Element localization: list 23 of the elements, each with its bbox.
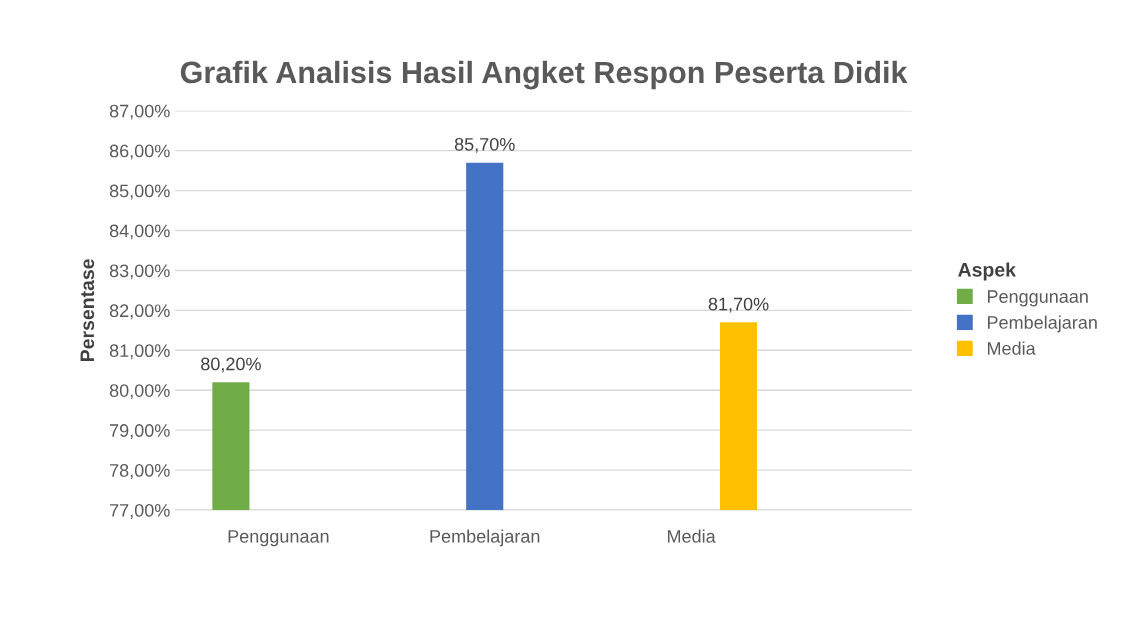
- y-tick-label: 79,00%: [110, 424, 170, 440]
- y-tick-label: 86,00%: [109, 144, 170, 160]
- y-tick-label: 83,00%: [109, 264, 170, 280]
- y-tick-label: 84,00%: [109, 224, 170, 240]
- y-tick-label: 78,00%: [110, 464, 170, 479]
- data-label: 85,70%: [454, 137, 515, 153]
- data-label: 81,70%: [708, 297, 769, 313]
- x-tick-label: Media: [667, 529, 716, 543]
- data-label: 80,20%: [201, 357, 261, 373]
- y-axis-title: Persentase: [80, 259, 95, 361]
- legend-label: Media: [987, 341, 1036, 355]
- y-tick-label: 81,00%: [109, 344, 170, 360]
- x-tick-label: Pembelajaran: [430, 529, 540, 547]
- y-tick-label: 80,00%: [109, 384, 170, 400]
- legend-label: Penggunaan: [987, 290, 1088, 307]
- x-tick-label: Penggunaan: [228, 530, 329, 547]
- y-tick-label: 87,00%: [109, 104, 170, 120]
- legend-label: Pembelajaran: [987, 315, 1097, 333]
- y-tick-label: 77,00%: [110, 503, 170, 519]
- legend-title: Aspek: [958, 262, 1016, 281]
- y-tick-label: 85,00%: [109, 184, 170, 200]
- y-tick-label: 82,00%: [109, 304, 170, 320]
- chart-title: Grafik Analisis Hasil Angket Respon Peserta Didik: [180, 60, 908, 90]
